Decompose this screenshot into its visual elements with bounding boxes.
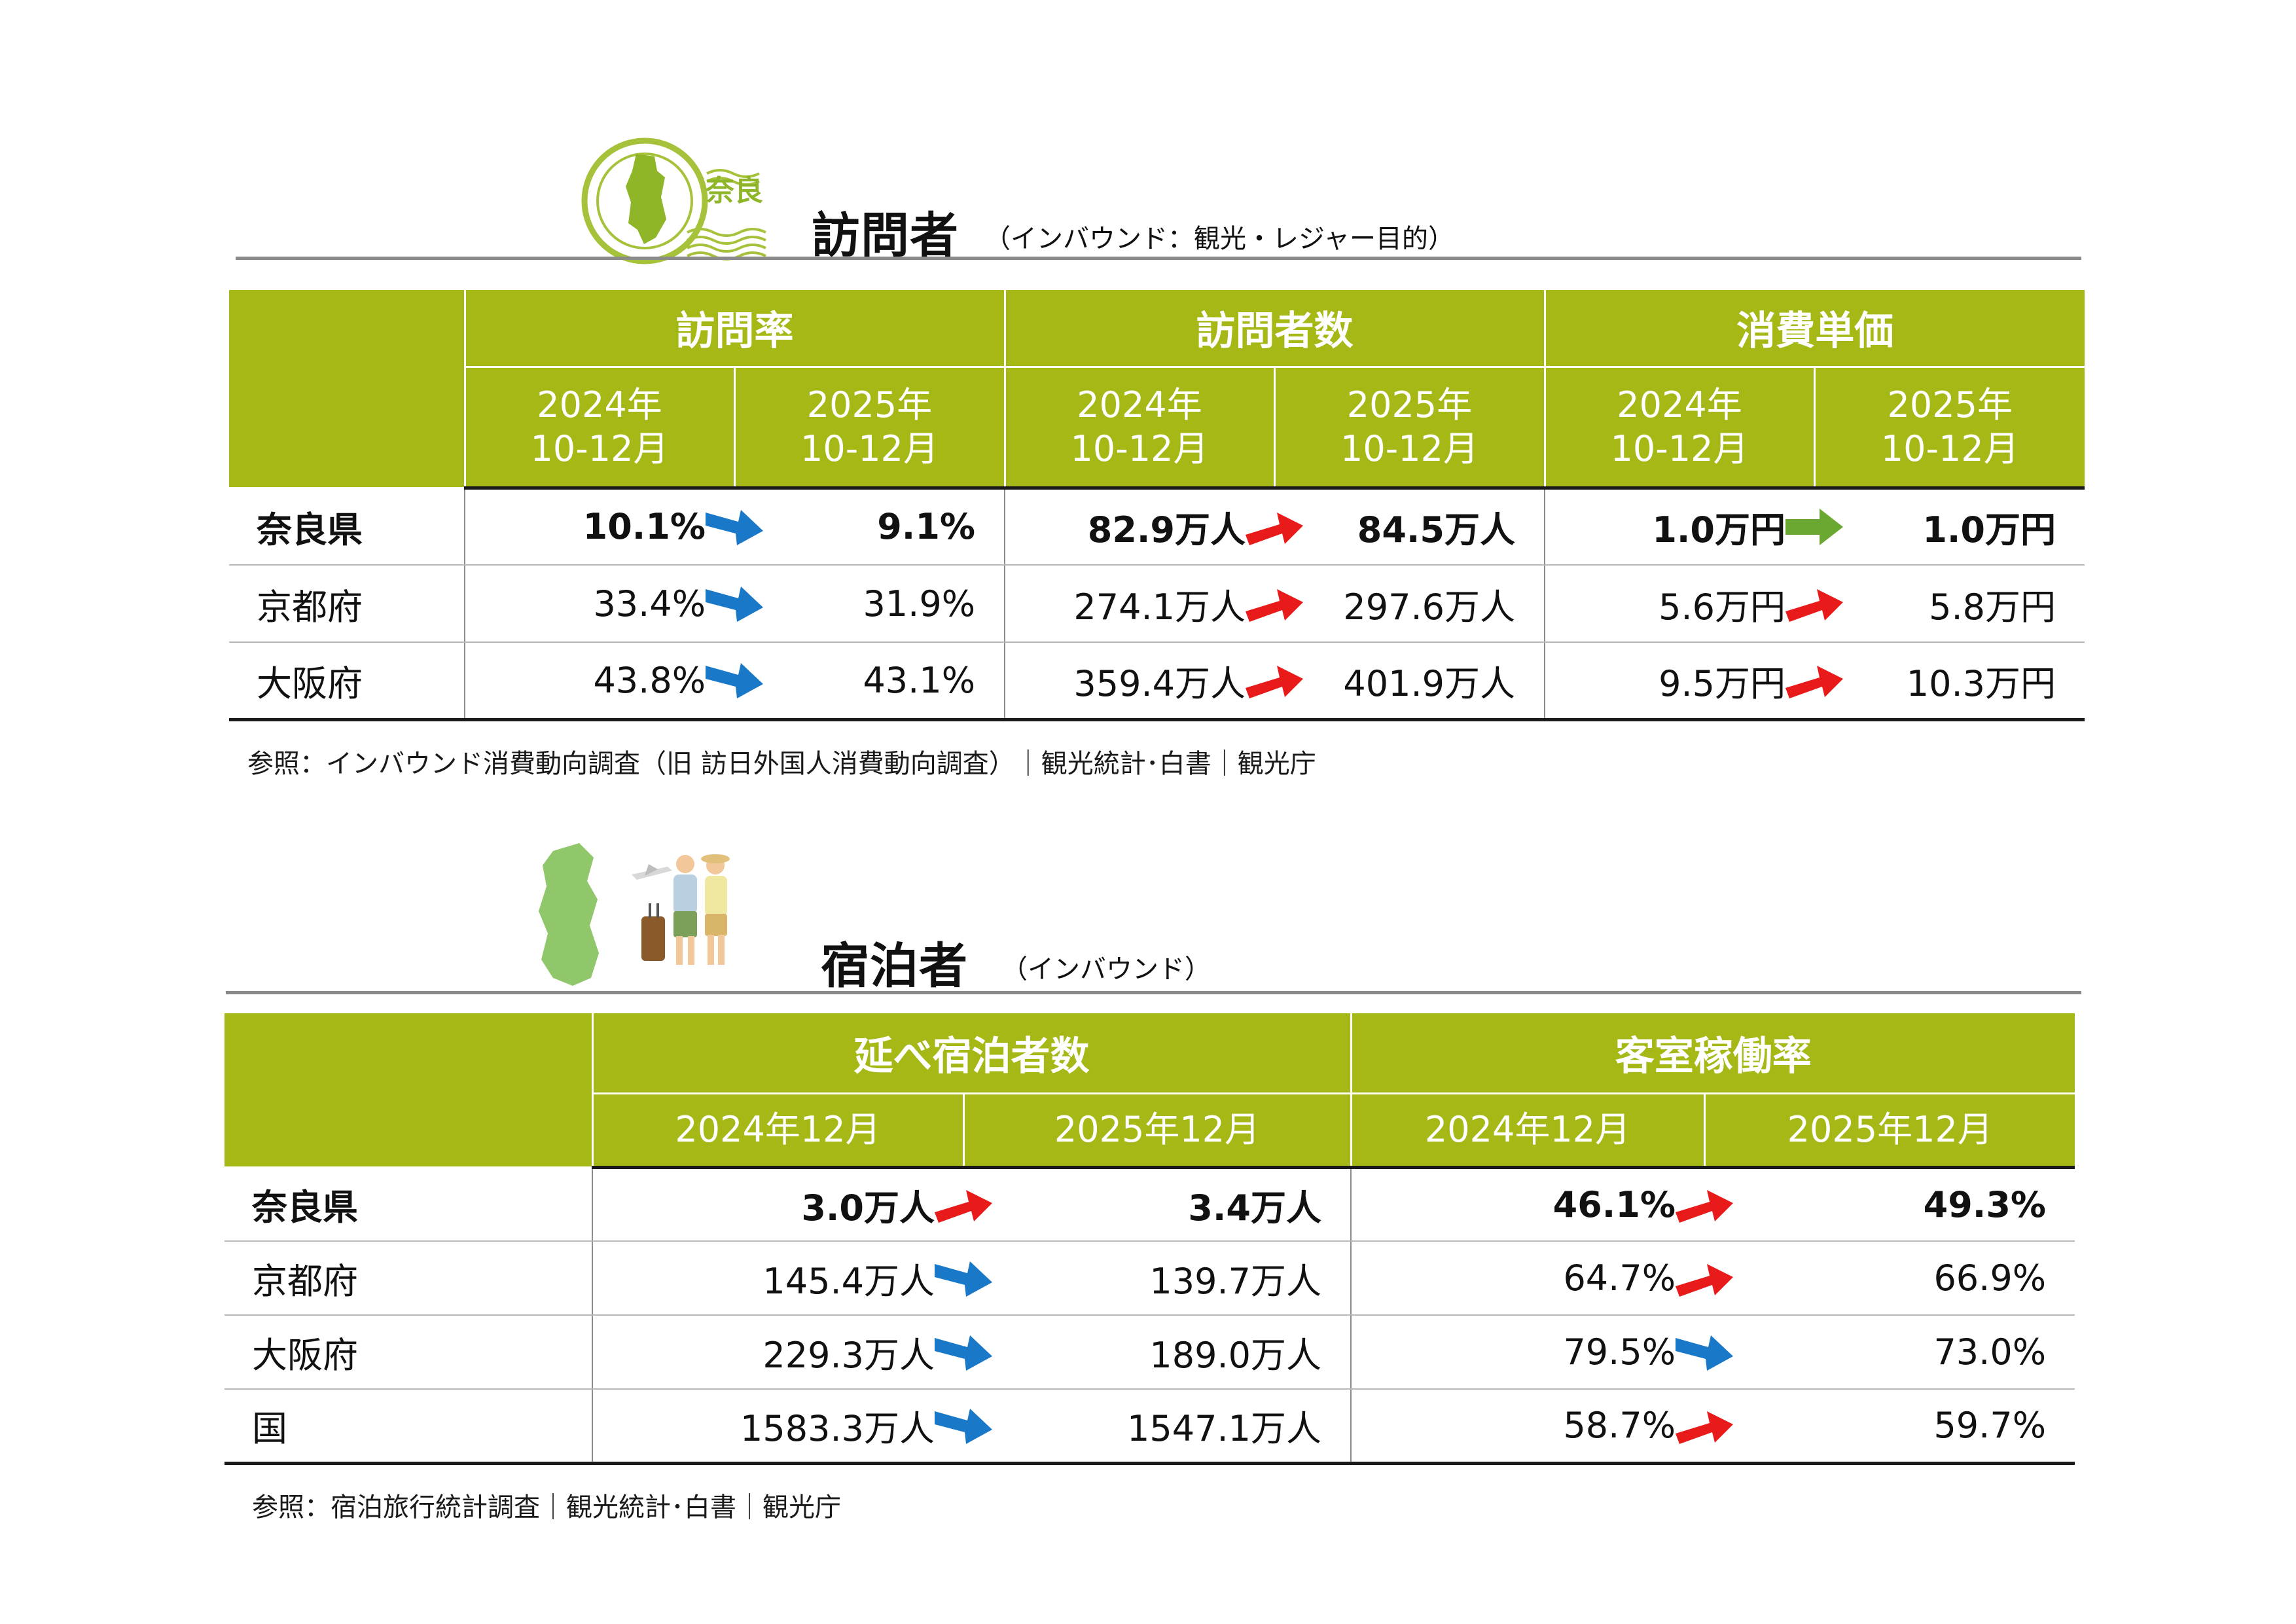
trend-arrow-icon — [703, 583, 766, 624]
period-header: 2025年 10-12月 — [1813, 367, 2085, 490]
section-divider — [236, 257, 2081, 260]
row-label: 京都府 — [229, 565, 465, 643]
period-header: 2025年12月 — [962, 1093, 1352, 1169]
row-label: 奈良県 — [229, 488, 465, 566]
value-cell: 5.6万円 — [1544, 565, 1843, 643]
travelers-illustration — [533, 838, 749, 995]
value-cell: 82.9万人 — [1004, 488, 1303, 566]
trend-arrow-icon — [1673, 1257, 1736, 1299]
value-cell: 189.0万人 — [963, 1315, 1351, 1390]
period-header: 2024年 10-12月 — [1003, 367, 1276, 490]
overnight-table: 延べ宿泊者数 客室稼働率 2024年12月 2025年12月 2024年12月 … — [224, 1013, 2075, 1465]
value-cell: 229.3万人 — [592, 1315, 992, 1390]
row-label: 国 — [224, 1389, 592, 1465]
header-visitor-count: 訪問者数 — [1003, 290, 1546, 368]
value-cell: 59.7% — [1704, 1389, 2075, 1465]
period-header: 2024年12月 — [1350, 1093, 1706, 1169]
value-cell: 1547.1万人 — [963, 1389, 1351, 1465]
value-cell: 58.7% — [1350, 1389, 1733, 1465]
table-row: 奈良県 10.1% 9.1% 82.9万人 84.5万人 1.0万円 1.0万円 — [229, 488, 2085, 566]
section-subtitle-overnight: （インバウンド） — [1001, 954, 1211, 984]
value-cell: 9.1% — [734, 488, 1005, 566]
trend-arrow-icon — [1673, 1405, 1736, 1447]
value-cell: 274.1万人 — [1004, 565, 1303, 643]
trend-arrow-icon — [932, 1183, 995, 1225]
value-cell: 33.4% — [464, 565, 763, 643]
value-cell: 46.1% — [1350, 1167, 1733, 1242]
visitors-table: 訪問率 訪問者数 消費単価 2024年 10-12月 2025年 10-12月 20… — [229, 290, 2085, 721]
value-cell: 49.3% — [1704, 1167, 2075, 1242]
value-cell: 3.0万人 — [592, 1167, 992, 1242]
period-header: 2025年 10-12月 — [1273, 367, 1546, 490]
value-cell: 64.7% — [1350, 1241, 1733, 1316]
value-cell: 297.6万人 — [1274, 565, 1545, 643]
trend-arrow-icon — [1783, 659, 1846, 701]
table-row: 国 1583.3万人 1547.1万人 58.7% 59.7% — [224, 1389, 2075, 1465]
trend-arrow-icon — [1673, 1183, 1736, 1225]
table-row: 京都府 145.4万人 139.7万人 64.7% 66.9% — [224, 1241, 2075, 1316]
source-note: 参照：インバウンド消費動向調査（旧 訪日外国人消費動向調査）｜観光統計･白書｜観… — [247, 749, 1316, 779]
table-row: 奈良県 3.0万人 3.4万人 46.1% 49.3% — [224, 1167, 2075, 1242]
trend-arrow-icon — [703, 506, 766, 548]
value-cell: 401.9万人 — [1274, 642, 1545, 721]
value-cell: 66.9% — [1704, 1241, 2075, 1316]
trend-arrow-icon — [932, 1257, 995, 1299]
header-guest-nights: 延べ宿泊者数 — [591, 1013, 1352, 1094]
period-header: 2025年12月 — [1703, 1093, 2075, 1169]
trend-arrow-icon — [932, 1405, 995, 1447]
value-cell: 1.0万円 — [1544, 488, 1843, 566]
section-divider — [226, 991, 2081, 994]
stamp-label: 奈良 — [706, 174, 763, 208]
period-header: 2024年 10-12月 — [1543, 367, 1816, 490]
nara-stamp-illustration — [576, 134, 792, 265]
section-subtitle-visitors: （インバウンド：観光・レジャー目的） — [984, 224, 1454, 254]
period-header: 2025年 10-12月 — [733, 367, 1006, 490]
trend-arrow-icon — [1243, 506, 1306, 548]
row-label: 京都府 — [224, 1241, 592, 1316]
section-title-overnight: 宿泊者 — [821, 938, 968, 994]
table-row: 大阪府 229.3万人 189.0万人 79.5% 73.0% — [224, 1315, 2075, 1390]
value-cell: 145.4万人 — [592, 1241, 992, 1316]
value-cell: 10.3万円 — [1814, 642, 2085, 721]
value-cell: 1.0万円 — [1814, 488, 2085, 566]
period-header: 2024年12月 — [591, 1093, 965, 1169]
trend-arrow-icon — [1783, 583, 1846, 624]
period-header: 2024年 10-12月 — [463, 367, 736, 490]
value-cell: 79.5% — [1350, 1315, 1733, 1390]
value-cell: 139.7万人 — [963, 1241, 1351, 1316]
table-row: 大阪府 43.8% 43.1% 359.4万人 401.9万人 9.5万円 10… — [229, 642, 2085, 721]
value-cell: 1583.3万人 — [592, 1389, 992, 1465]
section-title-visitors: 訪問者 — [812, 208, 959, 264]
trend-arrow-icon — [932, 1331, 995, 1373]
trend-arrow-icon — [1783, 506, 1846, 548]
row-label: 大阪府 — [229, 642, 465, 721]
value-cell: 5.8万円 — [1814, 565, 2085, 643]
table-row: 京都府 33.4% 31.9% 274.1万人 297.6万人 5.6万円 5.… — [229, 565, 2085, 643]
source-note: 参照：宿泊旅行統計調査｜観光統計･白書｜観光庁 — [252, 1492, 841, 1523]
value-cell: 31.9% — [734, 565, 1005, 643]
trend-arrow-icon — [1243, 659, 1306, 701]
row-label: 奈良県 — [224, 1167, 592, 1242]
row-label: 大阪府 — [224, 1315, 592, 1390]
value-cell: 43.8% — [464, 642, 763, 721]
value-cell: 43.1% — [734, 642, 1005, 721]
trend-arrow-icon — [1243, 583, 1306, 624]
trend-arrow-icon — [1673, 1331, 1736, 1373]
header-visit-rate: 訪問率 — [463, 290, 1006, 368]
value-cell: 84.5万人 — [1274, 488, 1545, 566]
header-corner — [229, 290, 466, 489]
value-cell: 9.5万円 — [1544, 642, 1843, 721]
header-unit-spend: 消費単価 — [1543, 290, 2085, 368]
header-occupancy-rate: 客室稼働率 — [1350, 1013, 2075, 1094]
trend-arrow-icon — [703, 659, 766, 701]
value-cell: 73.0% — [1704, 1315, 2075, 1390]
value-cell: 359.4万人 — [1004, 642, 1303, 721]
value-cell: 10.1% — [464, 488, 763, 566]
header-corner — [224, 1013, 594, 1168]
value-cell: 3.4万人 — [963, 1167, 1351, 1242]
